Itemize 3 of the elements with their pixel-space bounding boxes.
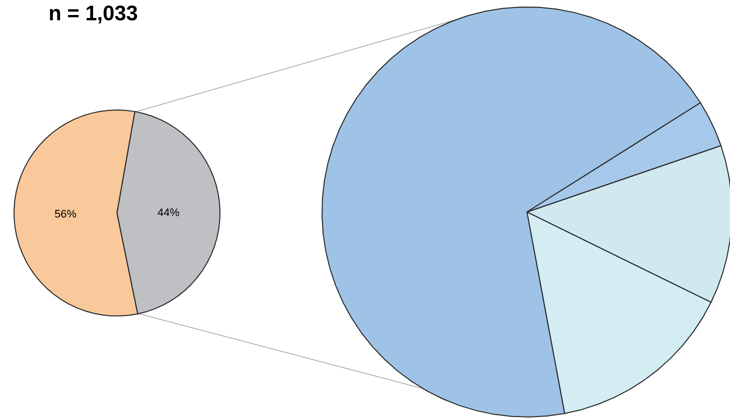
data-label: 56% bbox=[54, 210, 76, 218]
chart-title: n = 1,033 bbox=[50, 6, 138, 24]
data-label: 44% bbox=[158, 208, 180, 216]
